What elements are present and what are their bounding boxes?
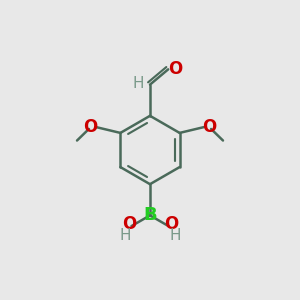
Text: O: O	[164, 215, 178, 233]
Text: B: B	[143, 206, 157, 224]
Text: O: O	[83, 118, 98, 136]
Text: H: H	[119, 227, 131, 242]
Text: O: O	[169, 60, 183, 78]
Text: O: O	[122, 215, 136, 233]
Text: H: H	[133, 76, 145, 91]
Text: H: H	[169, 227, 181, 242]
Text: O: O	[202, 118, 217, 136]
